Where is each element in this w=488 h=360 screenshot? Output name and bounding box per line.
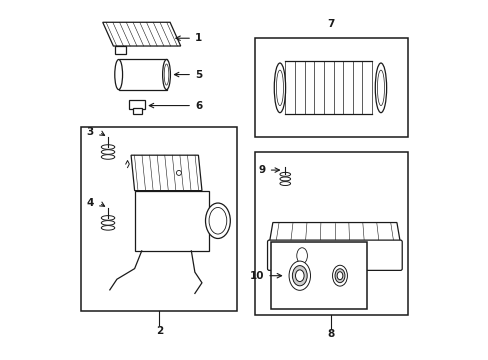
Polygon shape (269, 222, 400, 243)
Ellipse shape (205, 203, 230, 238)
Ellipse shape (377, 70, 384, 105)
Bar (81, 127, 237, 311)
Ellipse shape (292, 266, 306, 286)
Ellipse shape (295, 270, 304, 282)
Ellipse shape (279, 177, 290, 181)
Text: 8: 8 (327, 329, 334, 339)
Text: 6: 6 (149, 100, 202, 111)
Ellipse shape (101, 221, 115, 225)
Text: 3: 3 (86, 127, 94, 137)
Text: 9: 9 (258, 165, 279, 175)
Ellipse shape (296, 248, 307, 264)
Bar (255, 152, 407, 315)
Bar (129, 100, 145, 109)
Text: 1: 1 (176, 33, 202, 43)
Polygon shape (115, 46, 125, 54)
Ellipse shape (164, 64, 168, 85)
Bar (133, 108, 142, 114)
Ellipse shape (279, 172, 290, 176)
Ellipse shape (274, 63, 285, 113)
Ellipse shape (101, 226, 115, 230)
Ellipse shape (209, 207, 226, 234)
Ellipse shape (101, 216, 115, 220)
Text: 5: 5 (174, 69, 202, 80)
Polygon shape (131, 155, 202, 191)
Ellipse shape (115, 59, 122, 90)
Text: 4: 4 (86, 198, 94, 208)
Ellipse shape (288, 261, 310, 290)
Ellipse shape (279, 181, 290, 185)
Text: 7: 7 (327, 19, 334, 29)
Ellipse shape (332, 265, 346, 286)
Text: 10: 10 (249, 271, 281, 281)
Ellipse shape (276, 70, 283, 105)
Polygon shape (102, 22, 181, 46)
Circle shape (176, 170, 181, 175)
Polygon shape (134, 191, 209, 251)
Ellipse shape (101, 150, 115, 154)
Ellipse shape (336, 272, 342, 280)
FancyBboxPatch shape (267, 240, 402, 270)
Bar (119, 59, 166, 90)
Ellipse shape (101, 145, 115, 149)
Text: 2: 2 (156, 326, 163, 336)
Bar (270, 242, 366, 309)
Ellipse shape (163, 59, 170, 90)
Ellipse shape (101, 155, 115, 159)
Bar (255, 38, 407, 138)
Ellipse shape (334, 269, 344, 283)
Ellipse shape (374, 63, 386, 113)
